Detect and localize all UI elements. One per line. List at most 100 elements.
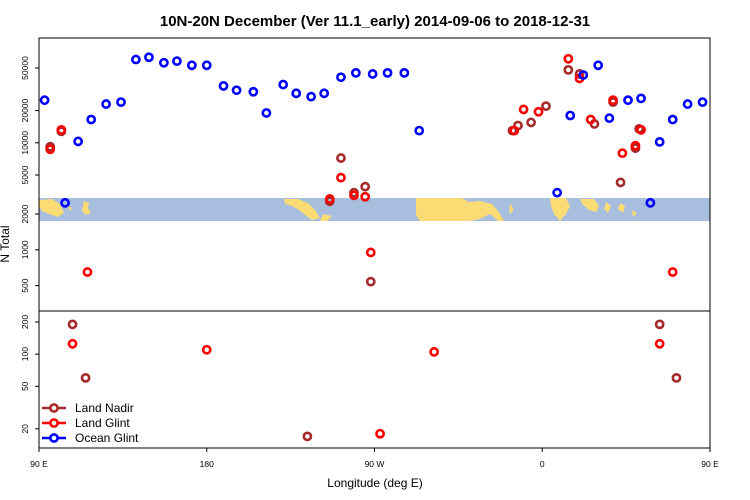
ocean-glint-point [654, 136, 665, 147]
ocean-glint-point [291, 88, 302, 99]
land-nadir-point [336, 153, 346, 163]
legend-marker-land-nadir [49, 403, 59, 413]
land-glint-point [429, 346, 440, 357]
land-glint-point [636, 124, 646, 135]
y-tick-label: 20000 [20, 98, 30, 122]
land-glint-point [630, 140, 641, 151]
y-tick-label: 10000 [20, 131, 30, 155]
y-tick-label: 500 [20, 278, 30, 292]
ocean-glint-point [60, 197, 70, 208]
land-glint-point [518, 104, 529, 115]
x-tick-label: 90 E [701, 459, 719, 469]
land-nadir-point [365, 276, 376, 287]
land-nadir-point [302, 431, 313, 442]
y-tick-label: 200 [20, 315, 30, 329]
land-glint-point [201, 344, 212, 355]
x-tick-label: 0 [540, 459, 545, 469]
ocean-glint-point [186, 60, 197, 71]
y-axis-label: N Total [0, 225, 12, 262]
ocean-glint-point [399, 67, 410, 78]
ocean-glint-point [382, 67, 393, 78]
ocean-glint-point [261, 108, 272, 118]
chart-title: 10N-20N December (Ver 11.1_early) 2014-0… [160, 13, 590, 30]
y-axis: 20 50 100 200 500 1000 2000 5000 10000 20000 50000 [20, 56, 39, 434]
y-tick-label: 5000 [20, 165, 30, 184]
land-glint-point [82, 267, 93, 277]
land-glint-point [608, 95, 618, 106]
x-tick-label: 90 E [30, 459, 48, 469]
map-ocean [39, 198, 710, 221]
land-nadir-point [541, 101, 551, 112]
legend-label-ocean-glint: Ocean Glint [75, 431, 139, 445]
ocean-glint-point [742, 60, 749, 67]
land-nadir-point [360, 181, 371, 192]
world-map-strip [39, 198, 710, 221]
land-nadir-point [67, 319, 78, 330]
ocean-glint-point [158, 57, 169, 68]
x-axis-label: Longitude (deg E) [327, 476, 422, 490]
ocean-glint-point [667, 114, 678, 125]
legend-marker-ocean-glint [49, 433, 59, 443]
ocean-glint-point [645, 197, 656, 208]
land-glint-point [365, 247, 376, 258]
land-glint-point [349, 190, 359, 201]
ocean-glint-point [565, 110, 576, 121]
y-tick-label: 1000 [20, 240, 30, 259]
land-glint-point [45, 144, 56, 155]
y-tick-label: 2000 [20, 204, 30, 223]
legend-label-land-glint: Land Glint [75, 416, 130, 430]
ocean-glint-point [201, 60, 212, 71]
ocean-glint-point [714, 56, 721, 63]
legend-label-land-nadir: Land Nadir [75, 401, 134, 415]
ocean-glint-point [218, 81, 229, 91]
ocean-glint-point [86, 114, 97, 125]
y-tick-label: 50 [20, 381, 30, 391]
ocean-glint-point [552, 187, 563, 198]
land-glint-point [667, 267, 678, 277]
ocean-glint-point [636, 93, 646, 104]
land-nadir-point [615, 177, 626, 188]
ocean-glint-point [336, 72, 346, 83]
ocean-glint-point [172, 56, 182, 67]
ocean-glint-point [116, 97, 126, 108]
ocean-glint-point [727, 53, 734, 60]
ocean-glint-point [697, 97, 708, 108]
land-glint-point [585, 114, 596, 125]
data-points [39, 52, 749, 442]
upper-panel-frame [38, 37, 711, 312]
ocean-glint-point [623, 95, 633, 106]
ocean-glint-point [231, 85, 242, 96]
land-nadir-point [563, 64, 574, 75]
land-glint-point [67, 338, 78, 349]
land-glint-point [324, 194, 335, 204]
land-glint-point [360, 191, 371, 202]
ocean-glint-point [101, 99, 111, 109]
ocean-glint-point [414, 125, 425, 136]
ocean-glint-point [131, 54, 141, 65]
land-glint-point [563, 53, 574, 64]
land-nadir-point [526, 117, 536, 128]
ocean-glint-point [306, 91, 317, 102]
ocean-glint-point [350, 67, 361, 78]
land-nadir-point [654, 319, 665, 330]
y-tick-label: 20 [20, 424, 30, 434]
ocean-glint-point [144, 52, 154, 63]
ocean-glint-point [682, 99, 693, 109]
ocean-glint-point [248, 86, 259, 97]
y-tick-label: 50000 [20, 56, 30, 80]
x-tick-label: 90 W [365, 459, 385, 469]
legend-marker-land-glint [49, 418, 59, 428]
ocean-glint-point [604, 113, 615, 124]
ocean-glint-point [367, 69, 378, 79]
x-axis: 90 E 180 90 W 0 90 E [30, 448, 719, 469]
ocean-glint-point [278, 79, 289, 90]
land-glint-point [375, 428, 385, 439]
land-glint-point [533, 106, 544, 117]
ocean-glint-point [73, 136, 84, 147]
x-tick-label: 180 [200, 459, 214, 469]
land-nadir-point [671, 372, 682, 383]
lower-panel-frame [38, 310, 711, 449]
land-glint-point [336, 172, 346, 183]
